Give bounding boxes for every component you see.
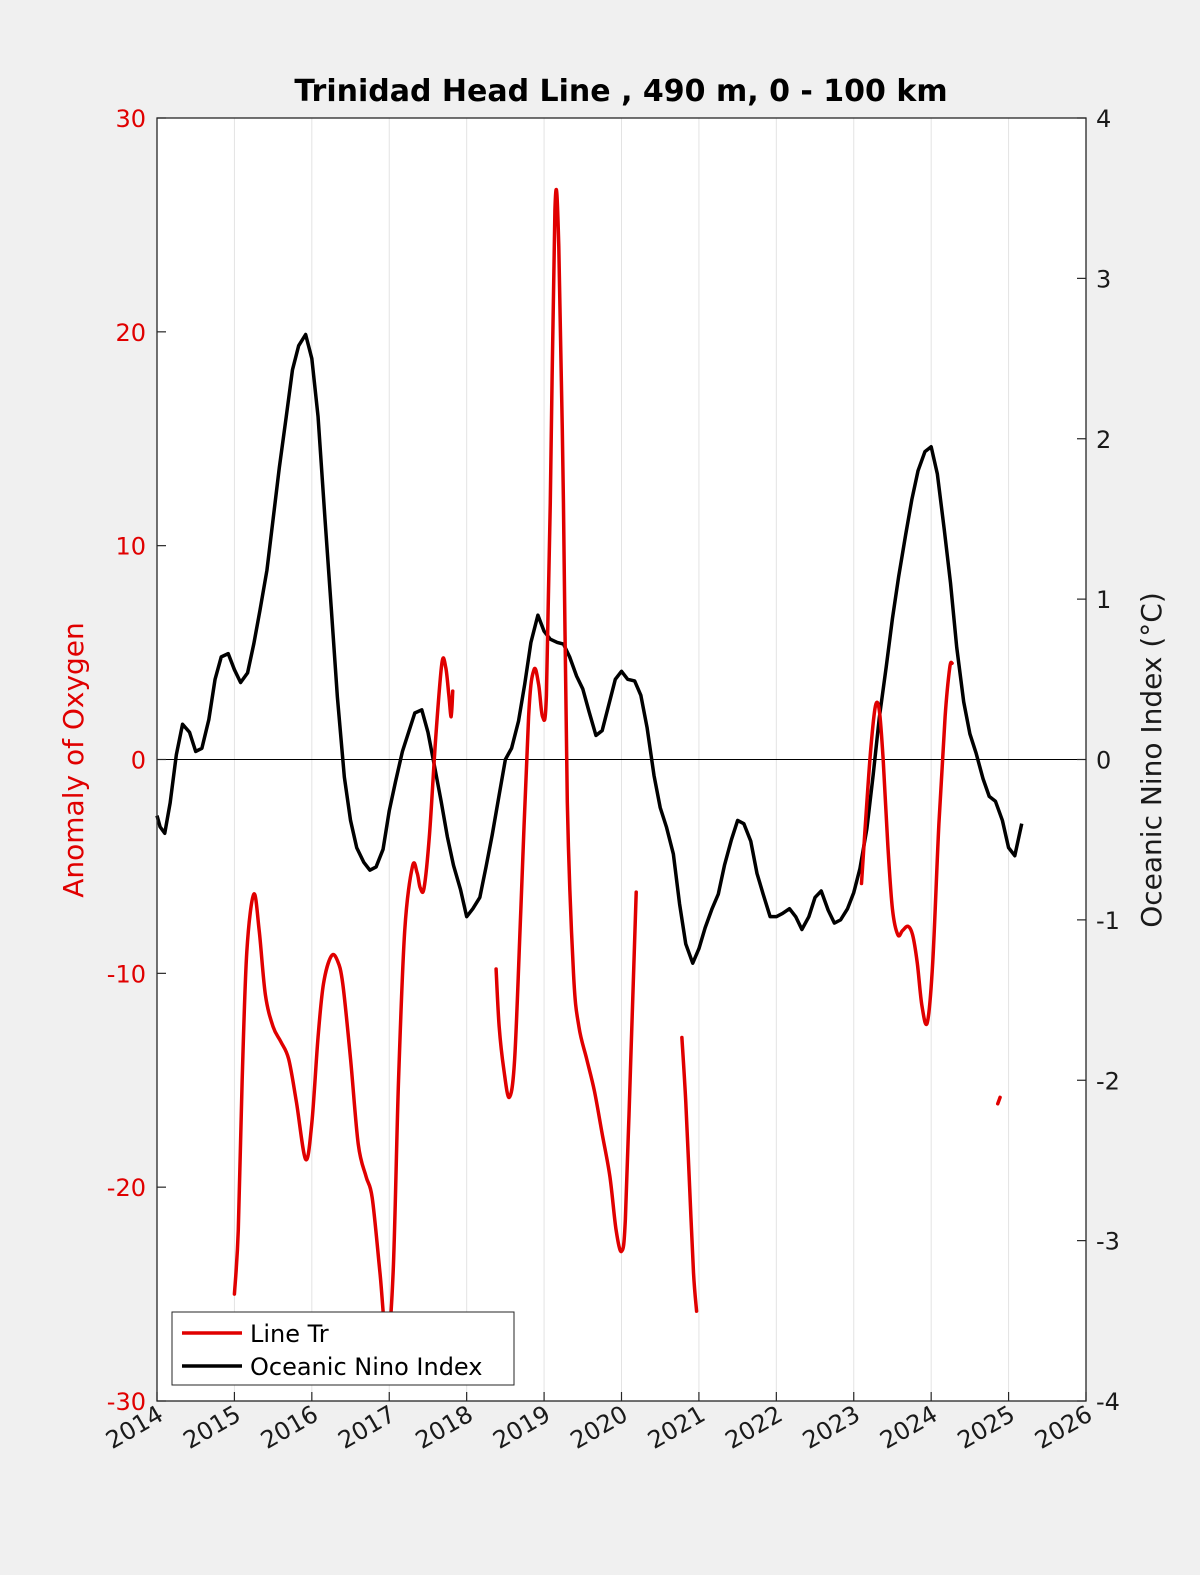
x-tick-label: 2017 — [333, 1400, 400, 1455]
y-left-tick-label: -30 — [107, 1388, 146, 1416]
legend: Line Tr Oceanic Nino Index — [171, 1311, 515, 1386]
y-right-tick-label: 1 — [1096, 586, 1111, 614]
y-right-tick-label: -1 — [1096, 907, 1120, 935]
series-line-oni — [155, 332, 1024, 965]
x-tick-label: 2019 — [488, 1400, 555, 1455]
series-line-oxygen-segment-5 — [995, 1095, 1002, 1106]
legend-box — [171, 1311, 515, 1386]
x-tick-label: 2024 — [875, 1400, 942, 1455]
y-left-tick-label: -10 — [107, 960, 146, 988]
series-line-oxygen-segment-3 — [680, 1035, 699, 1313]
series-line-oxygen-segment-2 — [494, 187, 638, 1254]
x-tick-label: 2022 — [720, 1400, 787, 1455]
y-right-tick-label: 0 — [1096, 747, 1111, 775]
x-tick-label: 2026 — [1030, 1400, 1097, 1455]
y-right-tick-label: 4 — [1096, 105, 1111, 133]
x-tick-label: 2020 — [566, 1400, 633, 1455]
y-right-tick-label: -3 — [1096, 1228, 1120, 1256]
y-left-tick-label: 10 — [115, 533, 146, 561]
x-tick-label: 2021 — [643, 1400, 710, 1455]
x-tick-label: 2023 — [798, 1400, 865, 1455]
y-axis-left-label: Anomaly of Oxygen — [57, 622, 90, 898]
y-left-tick-label: 0 — [131, 747, 146, 775]
y-axis-right-label: Oceanic Nino Index (°C) — [1135, 592, 1168, 928]
y-left-tick-label: 30 — [115, 105, 146, 133]
series-line-oxygen-segment-1 — [232, 656, 455, 1346]
legend-label-oxygen: Line Tr — [250, 1320, 329, 1348]
series-line-oxygen-segment-4 — [859, 660, 954, 1027]
x-tick-label: 2015 — [179, 1400, 246, 1455]
x-tick-label: 2025 — [953, 1400, 1020, 1455]
series-layer — [155, 187, 1024, 1346]
x-tick-label: 2016 — [256, 1400, 323, 1455]
y-right-tick-label: -4 — [1096, 1388, 1120, 1416]
chart-title: Trinidad Head Line , 490 m, 0 - 100 km — [294, 74, 947, 109]
y-left-tick-label: 20 — [115, 319, 146, 347]
y-left-tick-label: -20 — [107, 1174, 146, 1202]
y-right-tick-label: 2 — [1096, 426, 1111, 454]
x-tick-label: 2018 — [411, 1400, 478, 1455]
y-right-tick-label: -2 — [1096, 1067, 1120, 1095]
legend-label-oni: Oceanic Nino Index — [250, 1353, 482, 1381]
y-right-tick-label: 3 — [1096, 265, 1111, 293]
